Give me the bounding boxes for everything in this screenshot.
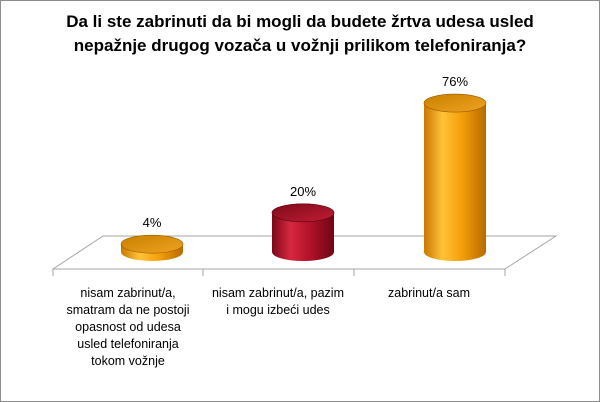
bar-series: 4% 20% 76% xyxy=(120,74,487,261)
chart-title-line-1: Da li ste zabrinuti da bi mogli da budet… xyxy=(66,12,534,31)
category-label-3: zabrinut/a sam xyxy=(388,286,470,300)
bar-2 xyxy=(272,212,334,261)
data-label-1: 4% xyxy=(143,215,162,230)
bar-1-top xyxy=(120,234,184,254)
chart-title-line-2: nepažnje drugog vozača u vožnji prilikom… xyxy=(73,36,527,55)
data-label-2: 20% xyxy=(290,184,316,199)
bar-2-top xyxy=(271,203,335,223)
bar-3 xyxy=(424,103,486,261)
category-label-1: nisam zabrinut/a, smatram da ne postoji … xyxy=(66,286,190,368)
bar-3-top xyxy=(423,93,487,113)
chart-title: Da li ste zabrinuti da bi mogli da budet… xyxy=(30,10,570,58)
category-label-2: nisam zabrinut/a, pazim i mogu izbeći ud… xyxy=(211,286,344,317)
data-label-3: 76% xyxy=(442,74,468,89)
bar-1 xyxy=(121,244,183,261)
